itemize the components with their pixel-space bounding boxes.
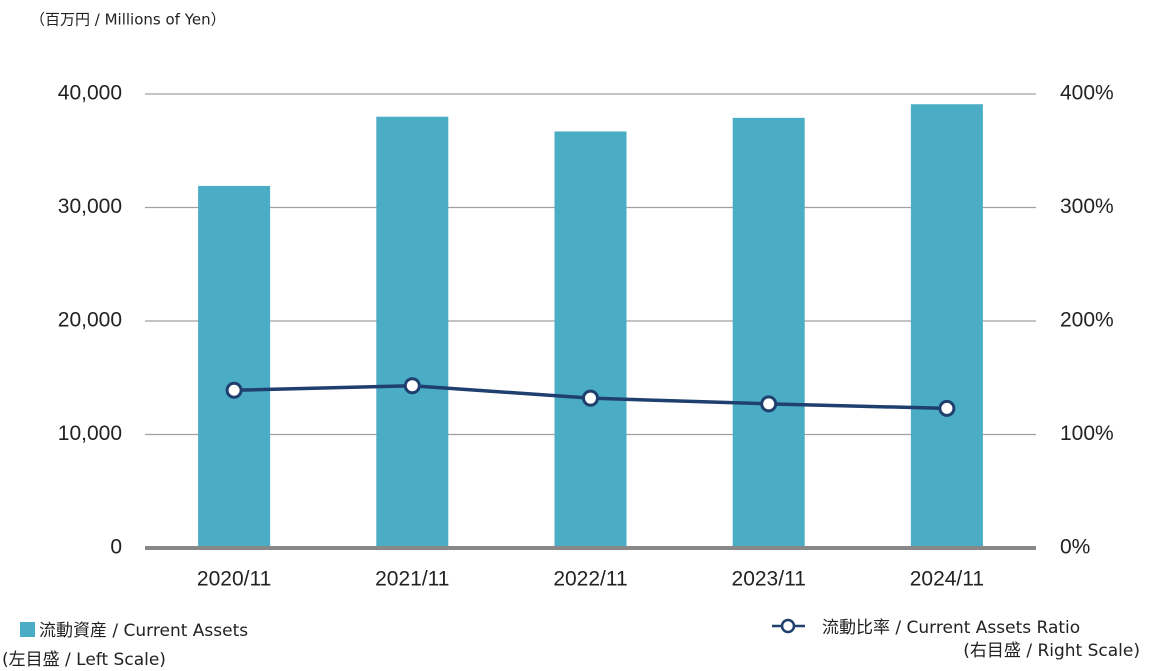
x-tick-label: 2021/11 — [375, 568, 449, 591]
y-tick-label: 10,000 — [58, 422, 122, 445]
line-marker — [582, 389, 599, 407]
bar — [554, 131, 627, 548]
bar — [732, 117, 805, 549]
line-marker — [225, 381, 243, 399]
bar — [376, 116, 449, 548]
legend-note: (左目盛 / Left Scale) — [2, 650, 166, 670]
legend-label: 流動資産 / Current Assets — [39, 621, 248, 641]
x-tick-label: 2020/11 — [197, 568, 271, 591]
y-tick-label: 30,000 — [58, 195, 122, 218]
line-marker — [403, 377, 421, 395]
legend-note: (右目盛 / Right Scale) — [963, 641, 1140, 661]
y2-tick-label: 200% — [1060, 309, 1114, 332]
y2-tick-label: 300% — [1060, 195, 1114, 218]
y-tick-label: 40,000 — [58, 82, 122, 105]
x-tick-label: 2024/11 — [910, 568, 984, 591]
unit-label: （百万円 / Millions of Yen） — [30, 11, 226, 29]
line-marker — [760, 395, 778, 413]
legend-label: 流動比率 / Current Assets Ratio — [822, 618, 1080, 638]
y-tick-label: 20,000 — [58, 309, 122, 332]
x-tick-label: 2022/11 — [553, 568, 627, 591]
y2-tick-label: 0% — [1060, 536, 1090, 559]
legend-marker — [780, 618, 796, 634]
plot: 0 10,000 20,000 30,000 40,000 0% 100% 200% 300% 4… — [58, 82, 1114, 591]
y2-tick-label: 100% — [1060, 422, 1114, 445]
bar — [198, 185, 271, 548]
bar — [910, 104, 983, 548]
line-marker — [938, 399, 956, 417]
x-tick-label: 2023/11 — [732, 568, 806, 591]
y-tick-label: 0 — [110, 536, 122, 559]
y2-tick-label: 400% — [1060, 82, 1114, 105]
legend-swatch — [20, 622, 35, 637]
